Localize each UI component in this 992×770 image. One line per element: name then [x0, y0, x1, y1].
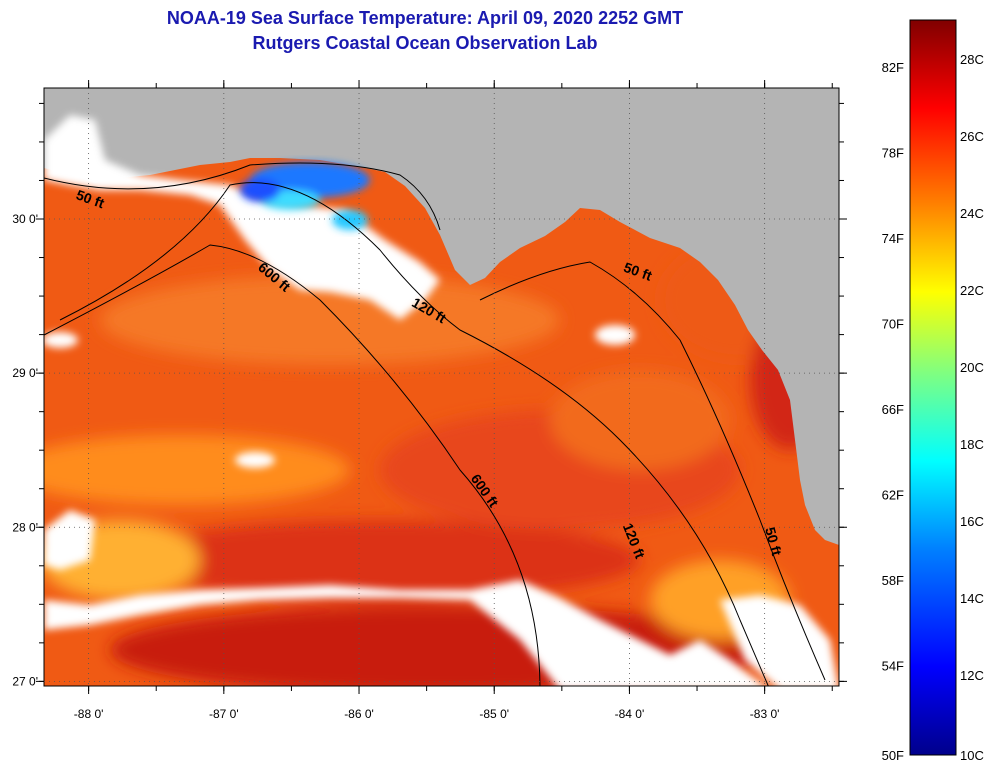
colorbar-c-label: 10C: [960, 748, 984, 763]
lat-tick-label: 27 0': [12, 674, 38, 688]
colorbar-c-label: 24C: [960, 206, 984, 221]
colorbar-f-label: 78F: [882, 146, 904, 161]
map-panel: [44, 88, 839, 686]
lon-tick-label: -84 0': [615, 707, 645, 721]
colorbar-c-label: 20C: [960, 360, 984, 375]
contour-600ft: [44, 244, 541, 686]
axis-ticks: [36, 80, 847, 694]
colorbar-f-label: 50F: [882, 748, 904, 763]
lat-tick-label: 30 0': [12, 212, 38, 226]
colorbar-c-label: 16C: [960, 514, 984, 529]
lon-tick-label: -83 0': [750, 707, 780, 721]
lon-tick-label: -85 0': [479, 707, 509, 721]
map-frame: [43, 87, 840, 687]
colorbar: [909, 19, 957, 756]
contour-50ft-west: [44, 162, 441, 231]
longitude-axis-labels: -88 0' -87 0' -86 0' -85 0' -84 0' -83 0': [74, 707, 780, 721]
land-area: [44, 88, 839, 545]
lat-tick-label: 29 0': [12, 366, 38, 380]
colorbar-f-label: 74F: [882, 231, 904, 246]
lon-tick-label: -88 0': [74, 707, 104, 721]
cloud-mask: [44, 115, 839, 686]
colorbar-fahrenheit-labels: 82F 78F 74F 70F 66F 62F 58F 54F 50F: [882, 60, 904, 763]
colorbar-c-label: 26C: [960, 129, 984, 144]
map-title: NOAA-19 Sea Surface Temperature: April 0…: [166, 8, 684, 28]
latitude-axis-labels: 27 0' 28 0' 29 0' 30 0': [12, 212, 38, 688]
colorbar-celsius-labels: 28C 26C 24C 22C 20C 18C 16C 14C 12C 10C: [960, 52, 984, 763]
colorbar-f-label: 62F: [882, 488, 904, 503]
cold-coastal-water: [240, 162, 370, 230]
colorbar-f-label: 58F: [882, 573, 904, 588]
colorbar-f-label: 54F: [882, 659, 904, 674]
colorbar-c-label: 12C: [960, 668, 984, 683]
colorbar-c-label: 28C: [960, 52, 984, 67]
colorbar-c-label: 14C: [960, 591, 984, 606]
map-subtitle: Rutgers Coastal Ocean Observation Lab: [252, 33, 598, 53]
colorbar-f-label: 66F: [882, 402, 904, 417]
contour-120ft: [59, 182, 769, 686]
colorbar-f-label: 82F: [882, 60, 904, 75]
colorbar-c-label: 18C: [960, 437, 984, 452]
lon-tick-label: -86 0': [344, 707, 374, 721]
lon-tick-label: -87 0': [209, 707, 239, 721]
bathymetry-contours: [44, 162, 826, 686]
lat-tick-label: 28 0': [12, 520, 38, 534]
colorbar-c-label: 22C: [960, 283, 984, 298]
contour-label: 50 ft: [762, 525, 785, 557]
colorbar-f-label: 70F: [882, 317, 904, 332]
contour-50ft-east: [479, 261, 826, 681]
